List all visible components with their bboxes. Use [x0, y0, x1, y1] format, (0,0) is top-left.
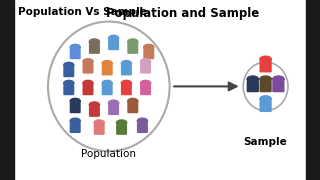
FancyBboxPatch shape: [90, 107, 99, 116]
FancyBboxPatch shape: [128, 44, 138, 53]
Circle shape: [116, 120, 127, 126]
Circle shape: [108, 35, 119, 41]
FancyBboxPatch shape: [247, 82, 258, 92]
FancyBboxPatch shape: [117, 125, 126, 134]
FancyBboxPatch shape: [102, 85, 112, 95]
FancyBboxPatch shape: [122, 65, 131, 75]
FancyBboxPatch shape: [273, 82, 284, 92]
FancyBboxPatch shape: [70, 49, 80, 58]
FancyBboxPatch shape: [102, 65, 112, 75]
FancyBboxPatch shape: [94, 125, 104, 134]
FancyBboxPatch shape: [141, 85, 150, 95]
Circle shape: [247, 76, 259, 82]
FancyBboxPatch shape: [260, 62, 271, 72]
Text: Population Vs Sample: Population Vs Sample: [18, 7, 147, 17]
Circle shape: [144, 44, 154, 50]
Circle shape: [260, 76, 271, 82]
Circle shape: [137, 118, 148, 124]
FancyBboxPatch shape: [64, 67, 74, 76]
Circle shape: [121, 80, 132, 86]
Circle shape: [140, 59, 151, 64]
Circle shape: [121, 60, 132, 66]
Circle shape: [83, 80, 93, 86]
Circle shape: [108, 100, 119, 106]
FancyBboxPatch shape: [122, 85, 131, 95]
Circle shape: [273, 76, 284, 82]
FancyBboxPatch shape: [90, 44, 99, 53]
FancyBboxPatch shape: [64, 85, 74, 95]
Circle shape: [140, 80, 151, 86]
FancyBboxPatch shape: [109, 40, 118, 50]
FancyBboxPatch shape: [138, 123, 147, 132]
FancyBboxPatch shape: [70, 123, 80, 132]
FancyBboxPatch shape: [141, 64, 150, 73]
Circle shape: [89, 102, 100, 108]
FancyBboxPatch shape: [83, 85, 93, 95]
Circle shape: [102, 80, 112, 86]
Circle shape: [260, 96, 271, 102]
Circle shape: [260, 56, 271, 63]
Circle shape: [70, 98, 80, 104]
Circle shape: [102, 60, 112, 66]
Text: Sample: Sample: [244, 137, 287, 147]
FancyBboxPatch shape: [260, 82, 271, 92]
Circle shape: [128, 98, 138, 104]
FancyBboxPatch shape: [260, 101, 271, 111]
FancyBboxPatch shape: [109, 105, 118, 114]
FancyBboxPatch shape: [83, 64, 93, 73]
Circle shape: [83, 59, 93, 64]
Circle shape: [94, 120, 104, 126]
Circle shape: [70, 44, 80, 50]
FancyBboxPatch shape: [144, 49, 154, 58]
Circle shape: [89, 39, 100, 45]
Circle shape: [128, 39, 138, 45]
Text: Population: Population: [81, 149, 136, 159]
Circle shape: [64, 62, 74, 68]
FancyBboxPatch shape: [128, 103, 138, 112]
Text: Population and Sample: Population and Sample: [106, 7, 259, 20]
Circle shape: [64, 80, 74, 86]
FancyBboxPatch shape: [70, 103, 80, 112]
Circle shape: [70, 118, 80, 124]
